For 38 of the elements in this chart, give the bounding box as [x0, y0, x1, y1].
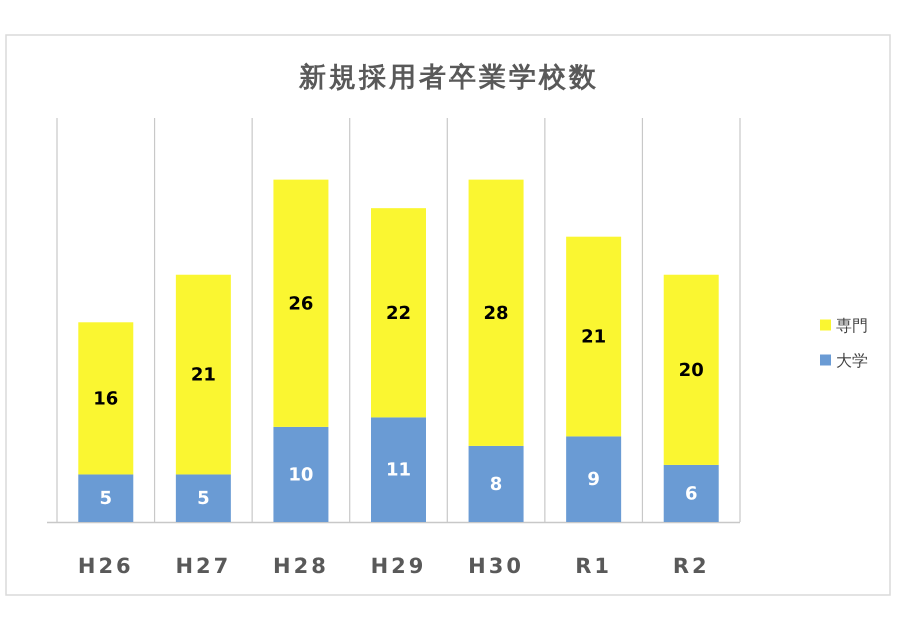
bar: [664, 274, 719, 465]
data-label: 21: [581, 326, 606, 348]
bar: [468, 180, 524, 446]
bar: [468, 446, 524, 522]
bar: [566, 436, 622, 522]
bar: [664, 464, 719, 522]
bar: [273, 180, 328, 427]
legend-label: 専門: [836, 316, 868, 334]
chart-title: 新規採用者卒業学校数: [298, 62, 599, 93]
data-label: 5: [197, 488, 210, 509]
x-tick-label: H28: [273, 554, 329, 578]
x-tick-label: H29: [370, 554, 426, 578]
bar: [371, 417, 426, 522]
data-label: 22: [386, 302, 412, 324]
data-label: 20: [678, 359, 704, 380]
x-tick-label: H26: [78, 554, 134, 578]
data-label: 8: [490, 473, 502, 494]
x-tick-label: R1: [575, 554, 612, 578]
bar: [78, 322, 134, 474]
data-label: 11: [386, 459, 412, 480]
bar: [273, 426, 328, 522]
data-label: 16: [93, 388, 118, 409]
bar: [566, 236, 622, 436]
bar: [371, 208, 426, 418]
bar: [78, 474, 134, 522]
data-label: 5: [100, 488, 112, 509]
data-label: 26: [288, 292, 314, 314]
legend-label: 大学: [836, 350, 868, 370]
bar: [176, 474, 231, 522]
data-label: 21: [190, 364, 216, 386]
x-tick-label: H27: [175, 554, 232, 578]
data-label: 9: [587, 468, 600, 490]
bar: [176, 274, 231, 474]
data-label: 10: [288, 464, 314, 485]
data-label: 28: [484, 302, 509, 324]
x-tick-label: H30: [468, 554, 524, 578]
x-tick-label: R2: [672, 554, 710, 578]
data-label: 6: [684, 482, 698, 504]
